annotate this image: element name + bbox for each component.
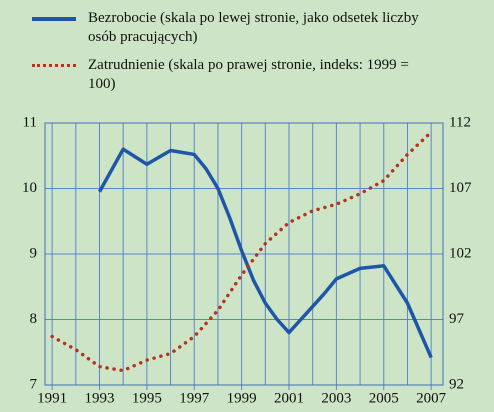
plot-border (44, 122, 444, 386)
x-tick-label: 1997 (179, 390, 210, 406)
y-tick-label: 7 (30, 376, 38, 392)
x-tick-label: 2007 (416, 390, 447, 406)
x-tick-label: 2003 (321, 390, 351, 406)
x-tick-label: 1991 (37, 390, 67, 406)
x-tick-label: 1999 (227, 390, 257, 406)
y2-tick-label: 97 (449, 311, 465, 327)
legend-label: Bezrobocie (skala po lewej stronie, jako… (88, 10, 419, 45)
x-tick-label: 1993 (84, 390, 114, 406)
legend-label: Zatrudnienie (skala po prawej stronie, i… (88, 57, 409, 92)
y-tick-label: 11 (23, 114, 37, 130)
x-tick-label: 2001 (274, 390, 304, 406)
y-tick-label: 8 (30, 311, 38, 327)
series-line (97, 147, 433, 359)
x-tick-label: 1995 (132, 390, 162, 406)
y2-tick-label: 102 (449, 245, 472, 261)
y-tick-label: 9 (30, 245, 38, 261)
y2-tick-label: 112 (449, 114, 471, 130)
legend-swatch (32, 64, 76, 67)
y-tick-label: 10 (22, 180, 37, 196)
y2-tick-label: 92 (449, 376, 464, 392)
y2-tick-label: 107 (449, 180, 472, 196)
x-tick-label: 2005 (369, 390, 399, 406)
series-line (50, 130, 433, 373)
legend-swatch (32, 17, 76, 21)
